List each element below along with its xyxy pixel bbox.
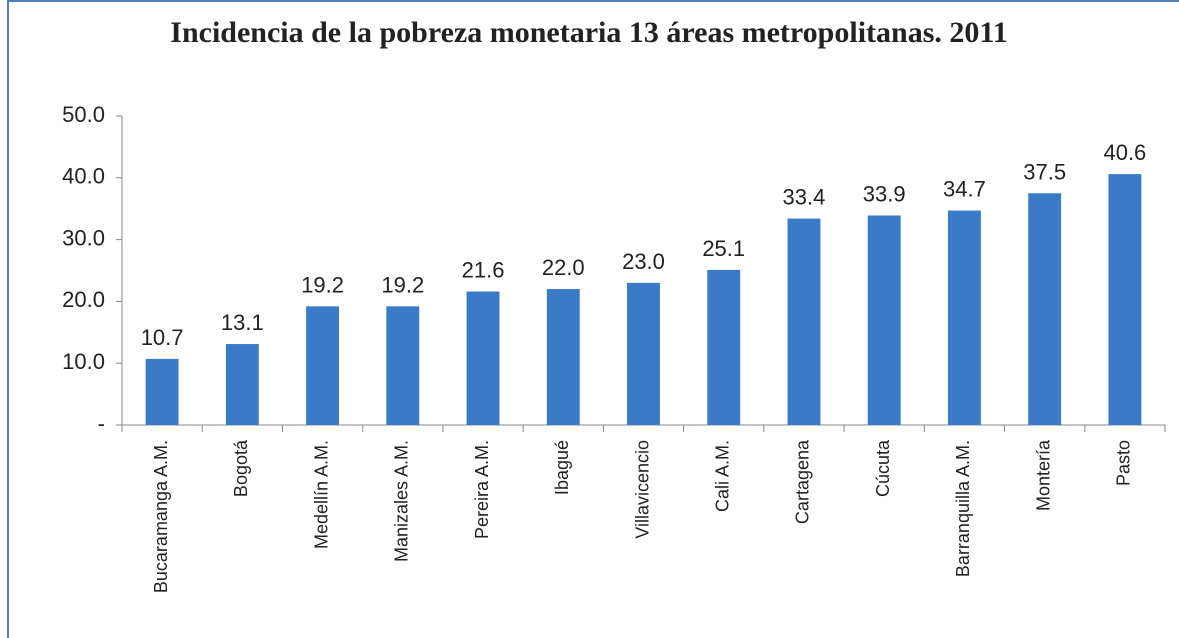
data-label: 25.1 xyxy=(702,236,745,261)
bar xyxy=(867,215,901,425)
data-label: 10.7 xyxy=(141,325,184,350)
bar xyxy=(546,289,580,425)
data-label: 37.5 xyxy=(1023,159,1066,184)
bar xyxy=(386,306,420,425)
x-tick-label: Villavicencio xyxy=(632,440,652,539)
x-tick-label: Cúcuta xyxy=(873,439,893,497)
x-tick-label: Cali A.M. xyxy=(712,440,732,512)
bar xyxy=(306,306,340,425)
x-tick-label: Pereira A.M. xyxy=(472,440,492,539)
x-tick-label: Pasto xyxy=(1114,440,1134,486)
y-tick-label: 10.0 xyxy=(62,349,105,374)
x-tick-label: Manizales A.M. xyxy=(392,440,412,562)
bar xyxy=(1108,174,1142,425)
x-tick-label: Bogotá xyxy=(231,439,251,497)
data-label: 21.6 xyxy=(462,258,505,283)
bar xyxy=(225,344,259,425)
bar xyxy=(947,210,981,425)
bar xyxy=(1028,193,1062,425)
x-tick-label: Barranquilla A.M. xyxy=(953,440,973,577)
bar xyxy=(466,291,500,425)
data-label: 40.6 xyxy=(1103,140,1146,165)
y-tick-label: 30.0 xyxy=(62,225,105,250)
data-label: 13.1 xyxy=(221,310,264,335)
x-tick-label: Medellín A.M. xyxy=(311,440,331,549)
data-label: 23.0 xyxy=(622,249,665,274)
data-label: 34.7 xyxy=(943,177,986,202)
x-tick-label: Bucaramanga A.M. xyxy=(151,440,171,593)
y-tick-label: - xyxy=(98,411,105,436)
y-tick-label: 20.0 xyxy=(62,287,105,312)
bar xyxy=(707,269,741,425)
x-tick-label: Ibagué xyxy=(552,440,572,495)
data-label: 33.4 xyxy=(783,185,826,210)
bar xyxy=(145,358,179,425)
bar xyxy=(787,218,821,425)
data-label: 22.0 xyxy=(542,255,585,280)
x-tick-label: Montería xyxy=(1033,439,1053,511)
bar xyxy=(627,282,660,425)
data-label: 19.2 xyxy=(381,272,424,297)
data-label: 33.9 xyxy=(863,181,906,206)
y-tick-label: 40.0 xyxy=(62,164,105,189)
x-tick-label: Cartagena xyxy=(793,439,813,524)
data-label: 19.2 xyxy=(301,272,344,297)
chart-title: Incidencia de la pobreza monetaria 13 ár… xyxy=(170,16,1007,49)
y-tick-label: 50.0 xyxy=(62,102,105,127)
